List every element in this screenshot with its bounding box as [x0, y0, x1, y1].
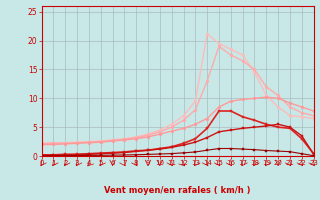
X-axis label: Vent moyen/en rafales ( km/h ): Vent moyen/en rafales ( km/h ): [104, 186, 251, 195]
